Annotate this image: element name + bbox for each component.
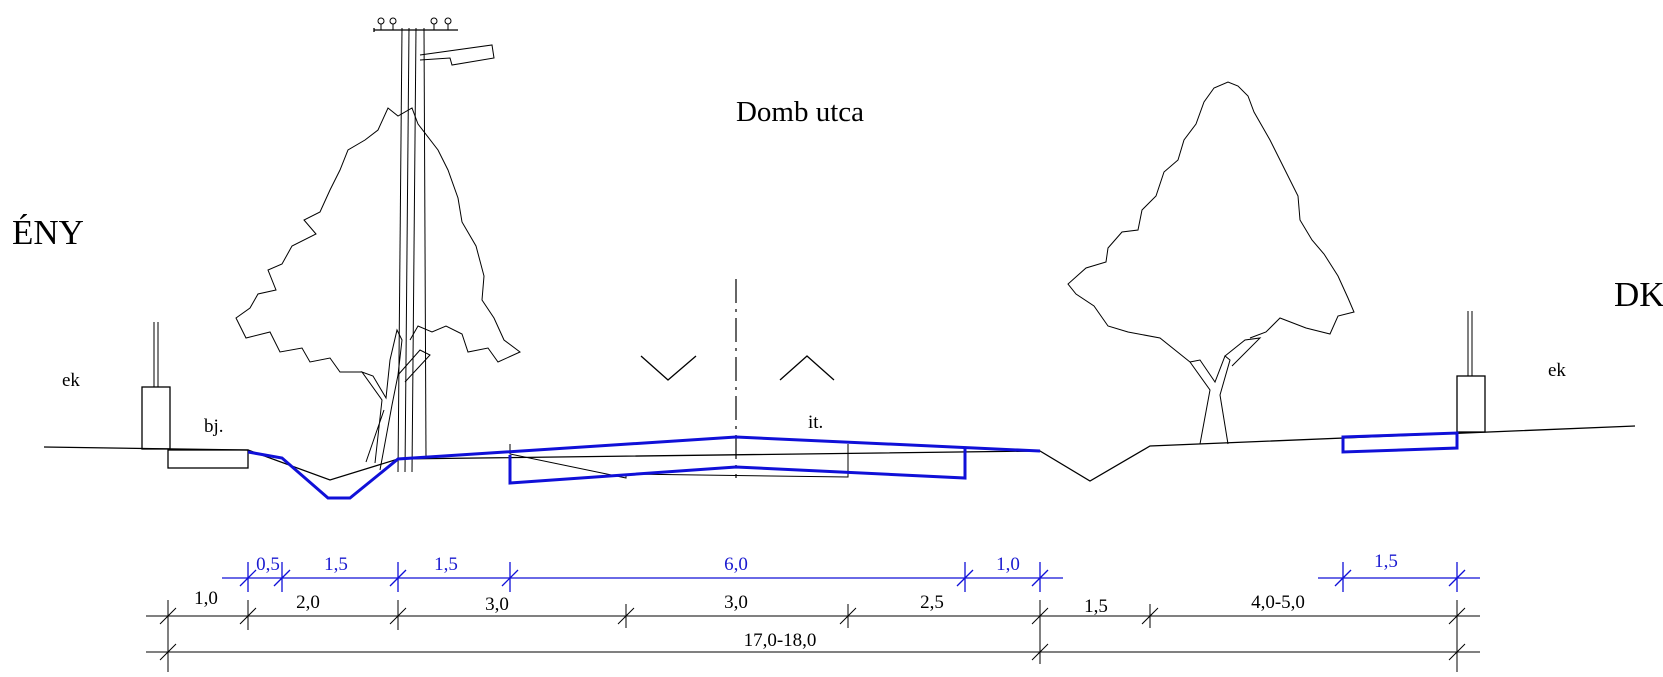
dimension-lines-black	[146, 600, 1480, 672]
dim-blue-1-5-b: 1,5	[434, 554, 458, 575]
street-title: Domb utca	[736, 96, 864, 128]
dim-black-2-5: 2,5	[920, 592, 944, 613]
dim-total: 17,0-18,0	[744, 630, 817, 651]
label-ek-right: ek	[1548, 360, 1566, 381]
label-ek-left: ek	[62, 370, 80, 391]
label-it: it.	[808, 412, 823, 433]
dim-black-1-5: 1,5	[1084, 596, 1108, 617]
fence-post-right	[1456, 311, 1486, 433]
crossfall-marker-right	[779, 355, 835, 381]
label-bj: bj.	[204, 416, 224, 437]
fence-post-left	[141, 322, 249, 469]
dim-black-3-0-b: 3,0	[724, 592, 748, 613]
designed-profile	[247, 431, 1459, 500]
dim-blue-0-5: 0,5	[256, 554, 280, 575]
dim-black-2-0: 2,0	[296, 592, 320, 613]
dim-blue-1-5-a: 1,5	[324, 554, 348, 575]
dim-blue-1-5-c: 1,5	[1374, 551, 1398, 572]
dim-black-1-0: 1,0	[194, 588, 218, 609]
direction-left-label: ÉNY	[12, 213, 84, 252]
dim-blue-1-0: 1,0	[996, 554, 1020, 575]
dimension-lines-blue	[222, 562, 1480, 592]
dim-black-4-0-5-0: 4,0-5,0	[1251, 592, 1305, 613]
crossfall-marker-left	[640, 355, 697, 381]
dim-blue-6-0: 6,0	[724, 554, 748, 575]
dim-black-3-0-a: 3,0	[485, 594, 509, 615]
direction-right-label: DK	[1614, 275, 1663, 314]
utility-pole	[373, 17, 495, 473]
tree-right	[1067, 81, 1355, 445]
tree-left	[235, 107, 521, 471]
